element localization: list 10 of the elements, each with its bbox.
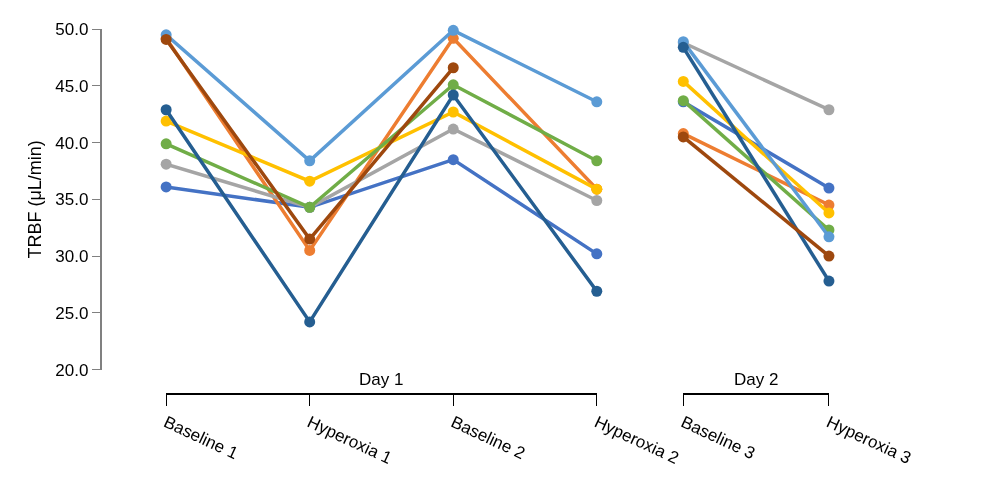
y-tick-label: 40.0 — [55, 133, 89, 153]
y-tick-label: 30.0 — [55, 247, 89, 267]
y-tick-label: 20.0 — [55, 360, 89, 380]
x-axis-title: Day 2 — [734, 370, 779, 389]
y-tick-label: 45.0 — [55, 76, 89, 96]
y-tick-label: 35.0 — [55, 190, 89, 210]
x-axis-title: Day 1 — [359, 370, 404, 389]
y-axis-title: TRBF (μL/min) — [25, 140, 46, 259]
y-tick-label: 25.0 — [55, 303, 89, 323]
y-tick-label: 50.0 — [55, 20, 89, 40]
